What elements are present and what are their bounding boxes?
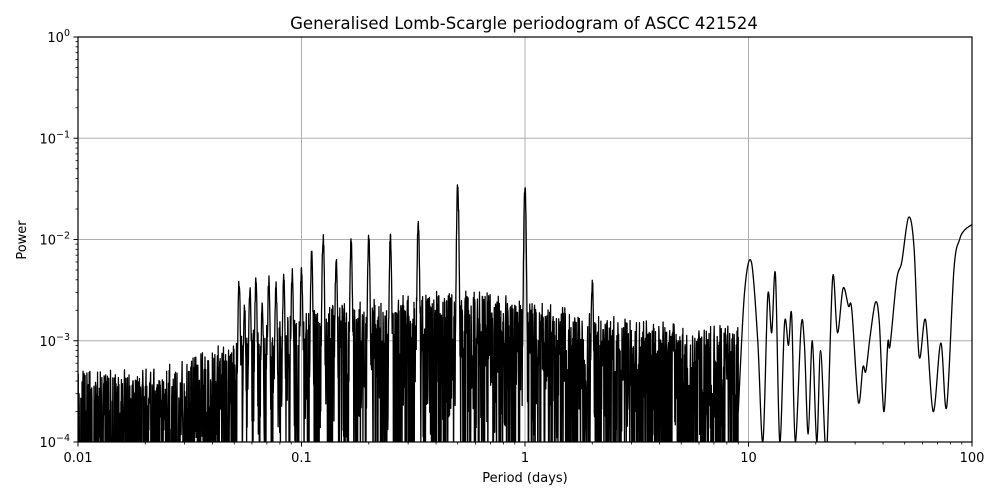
x-tick-label: 100 — [960, 451, 985, 466]
x-axis-ticks: 0.01 0.1 1 10 100 — [64, 442, 985, 466]
x-tick-label: 0.1 — [291, 451, 312, 466]
x-tick-label: 0.01 — [64, 451, 93, 466]
grid-lines — [78, 37, 972, 442]
y-tick-label: 10−3 — [39, 332, 70, 350]
y-tick-label: 10−1 — [39, 129, 70, 147]
y-axis-ticks: 10−4 10−3 10−2 10−1 100 — [39, 28, 78, 451]
plot-area — [78, 184, 972, 442]
power-spectrum-line — [78, 184, 972, 442]
x-tick-label: 1 — [521, 451, 529, 466]
chart-title: Generalised Lomb-Scargle periodogram of … — [290, 14, 758, 33]
x-axis-label: Period (days) — [482, 471, 568, 486]
y-tick-label: 10−2 — [39, 231, 70, 249]
y-axis-label: Power — [15, 220, 30, 260]
y-tick-label: 10−4 — [39, 433, 70, 451]
y-tick-label: 100 — [47, 28, 70, 46]
x-tick-label: 10 — [740, 451, 757, 466]
